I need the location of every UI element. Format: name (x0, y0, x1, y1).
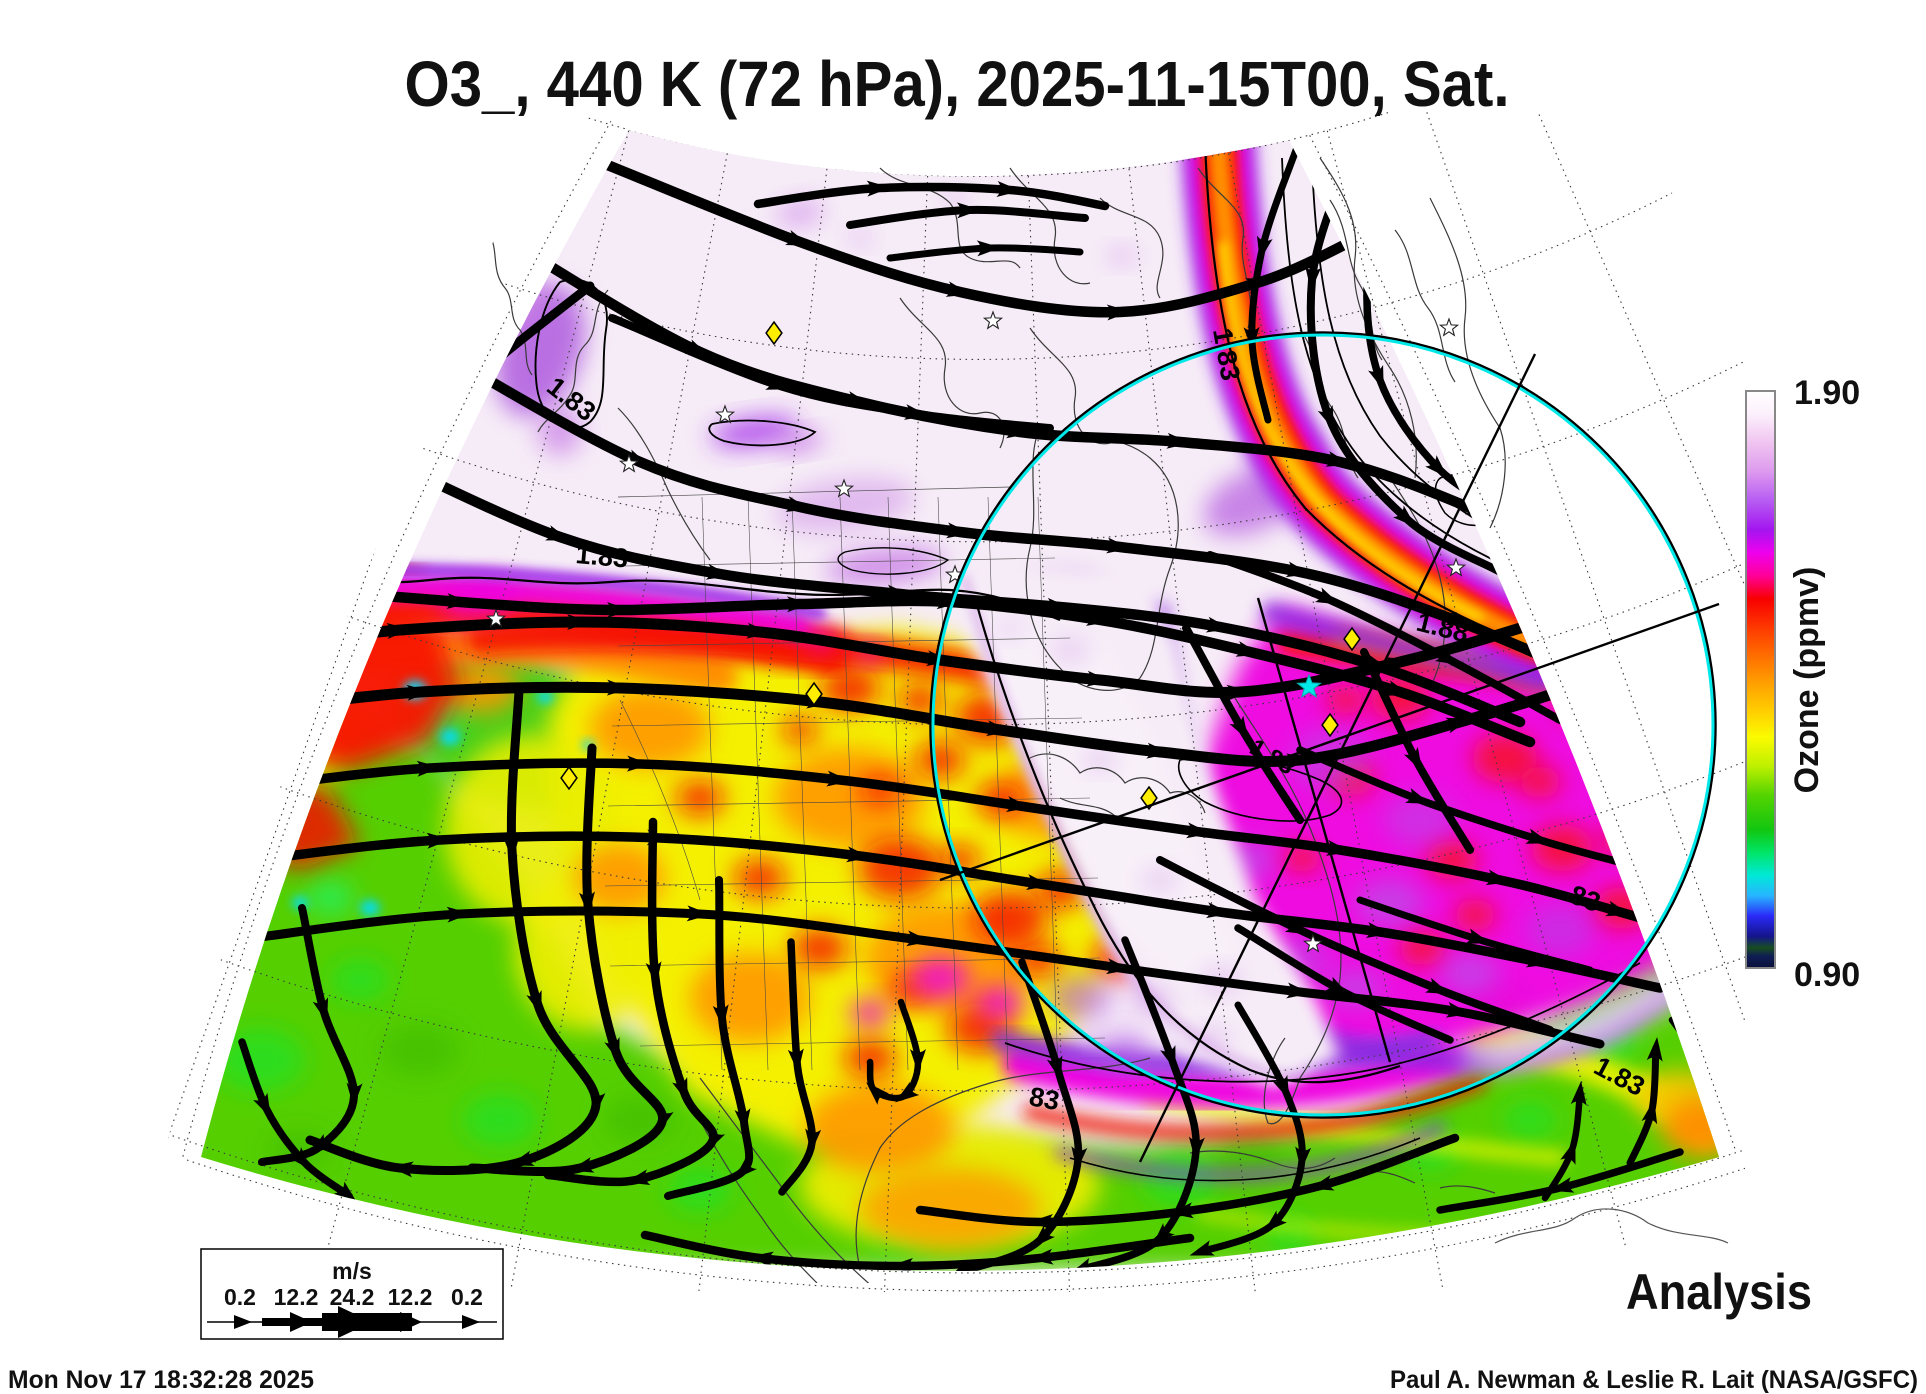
svg-text:Paul A. Newman & Leslie R. Lai: Paul A. Newman & Leslie R. Lait (NASA/GS… (1390, 1366, 1918, 1394)
svg-text:12.2: 12.2 (274, 1284, 319, 1310)
svg-text:Analysis: Analysis (1626, 1264, 1812, 1320)
svg-text:Mon Nov 17 18:32:28 2025: Mon Nov 17 18:32:28 2025 (8, 1366, 314, 1394)
svg-text:0.90: 0.90 (1794, 956, 1860, 994)
svg-text:0.2: 0.2 (451, 1284, 483, 1310)
svg-text:12.2: 12.2 (388, 1284, 433, 1310)
svg-text:24.2: 24.2 (330, 1284, 375, 1310)
svg-text:1.90: 1.90 (1794, 374, 1860, 412)
svg-text:O3_, 440 K (72 hPa), 2025-11-1: O3_, 440 K (72 hPa), 2025-11-15T00, Sat. (405, 48, 1510, 120)
svg-text:0.2: 0.2 (224, 1284, 256, 1310)
svg-text:m/s: m/s (332, 1258, 372, 1284)
svg-text:Ozone (ppmv): Ozone (ppmv) (1788, 567, 1826, 794)
svg-text:83: 83 (1027, 1081, 1062, 1116)
svg-text:1.83: 1.83 (574, 539, 629, 573)
